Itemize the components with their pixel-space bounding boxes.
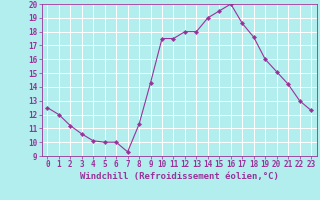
X-axis label: Windchill (Refroidissement éolien,°C): Windchill (Refroidissement éolien,°C)	[80, 172, 279, 181]
